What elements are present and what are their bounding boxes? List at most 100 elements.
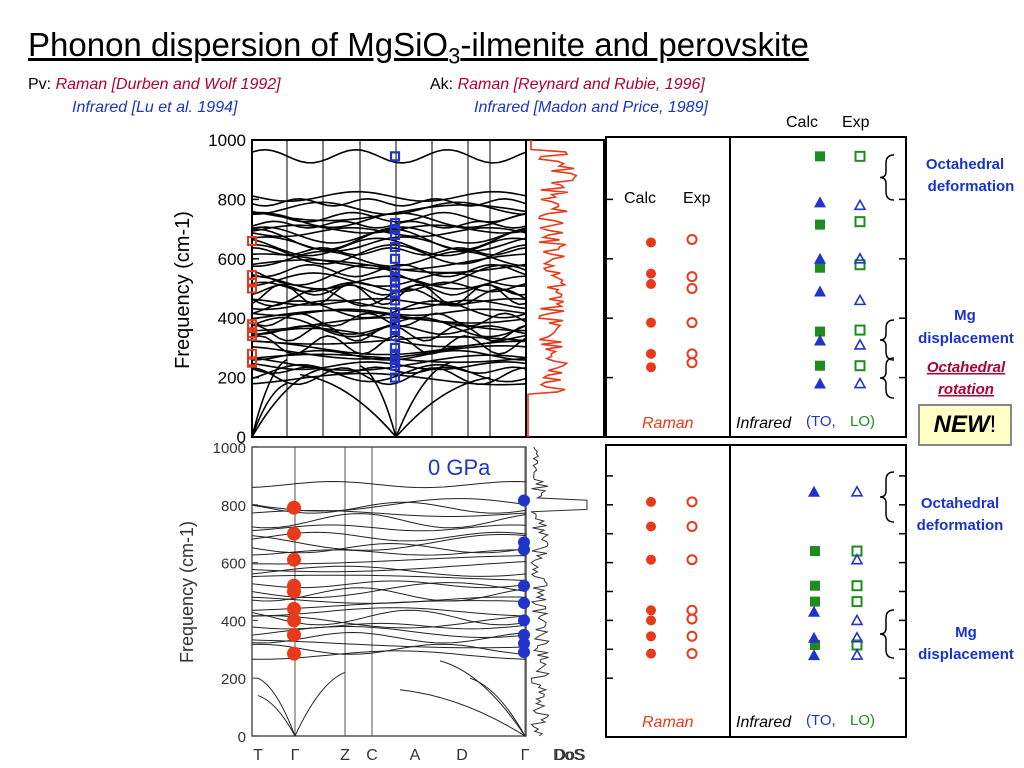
bottom-acoustic-band [439, 660, 526, 737]
top-ir-calc-lo-point [815, 326, 825, 337]
top-ir-marker [389, 295, 401, 306]
bottom-ir-marker [518, 597, 530, 610]
top-raman-panel [605, 136, 731, 438]
infrared-label-bottom: Infrared [736, 714, 792, 731]
top-y-tick-label: 1000 [208, 131, 246, 150]
bottom-acoustic-band [294, 671, 346, 737]
oct-rot-label-1: Octahedral [927, 359, 1006, 376]
bottom-ir-panel [729, 444, 907, 738]
oct-def-label-bottom-2: deformation [917, 517, 1004, 534]
top-raman-marker [247, 277, 257, 288]
top-phonon-band [251, 237, 527, 257]
bottom-ir-calc-lo-point [810, 639, 820, 650]
bottom-phonon-band [251, 622, 527, 630]
bottom-raman-calc-point [646, 615, 656, 626]
lo-label-bottom: LO) [850, 712, 875, 729]
top-acoustic-band [395, 361, 451, 438]
bottom-phonon-band [251, 549, 527, 556]
top-ir-calc-lo-point [815, 360, 825, 371]
top-raman-exp-point [686, 357, 698, 369]
top-ir-exp-lo-point [854, 216, 866, 228]
raman-label-bottom: Raman [642, 714, 694, 731]
page-title: Phonon dispersion of MgSiO3-ilmenite and… [28, 26, 809, 69]
bottom-x-tick-label: Z [340, 747, 350, 764]
top-phonon-band [251, 312, 527, 327]
top-ir-marker [389, 342, 401, 353]
top-y-tick-label: 400 [218, 309, 246, 328]
dos-label: DoS [553, 747, 584, 764]
top-ir-marker [389, 289, 401, 300]
brace-oct-rot [879, 357, 895, 399]
top-ir-exp-to-point [853, 293, 867, 306]
bottom-raman-calc-point [646, 496, 656, 507]
bottom-raman-calc-point [646, 605, 656, 616]
bottom-raman-marker [287, 601, 301, 616]
top-ir-marker [389, 324, 401, 336]
top-phonon-band [251, 283, 527, 306]
top-phonon-band [251, 190, 527, 203]
bottom-ir-calc-to-point [808, 649, 820, 661]
bottom-y-tick-label: 800 [221, 498, 246, 515]
top-phonon-band [251, 336, 527, 345]
bottom-x-tick-label: D [456, 747, 468, 764]
bottom-raman-exp-point [686, 648, 698, 660]
top-ir-calc-to-point [814, 285, 826, 297]
bottom-ir-marker [518, 614, 530, 627]
top-ir-marker [389, 319, 401, 330]
top-acoustic-band [299, 373, 397, 438]
bottom-raman-exp-point [686, 496, 698, 508]
bottom-raman-exp-point [686, 520, 698, 532]
top-phonon-band [251, 325, 527, 336]
top-ir-calc-lo-point [815, 219, 825, 230]
bottom-acoustic-band [469, 677, 526, 737]
top-phonon-band [251, 263, 527, 278]
ak-ir-ref: Infrared [Madon and Price, 1989] [474, 99, 708, 116]
bottom-x-tick-label: Γ [521, 747, 530, 764]
infrared-label-top: Infrared [736, 415, 792, 432]
bottom-acoustic-band [399, 689, 526, 737]
bottom-ir-exp-lo-point [851, 596, 863, 608]
top-ir-marker [389, 218, 401, 229]
bottom-y-axis-label: Frequency (cm-1) [177, 521, 197, 663]
bottom-ir-marker [518, 628, 530, 641]
top-raman-exp-point [686, 317, 698, 329]
top-raman-exp-point [686, 271, 698, 283]
top-acoustic-band [395, 376, 491, 438]
top-acoustic-band [251, 359, 288, 438]
to-label-top: (TO, [806, 413, 836, 430]
top-ir-exp-to-point [853, 198, 867, 211]
top-phonon-band [251, 324, 527, 342]
pressure-label: 0 GPa [428, 455, 491, 480]
top-raman-calc-point [646, 279, 656, 290]
top-raman-calc-point [646, 362, 656, 373]
top-ir-marker [389, 307, 401, 318]
oct-def-label-bottom-1: Octahedral [921, 495, 999, 512]
top-phonon-band [251, 226, 527, 244]
top-ir-marker [389, 277, 401, 288]
bottom-ir-calc-to-point [808, 605, 820, 617]
top-y-tick-label: 200 [218, 369, 246, 388]
top-phonon-band [251, 246, 527, 256]
bottom-ir-marker [518, 646, 530, 659]
ak-raman-ref: Ak: Raman [Reynard and Rubie, 1996] [430, 76, 705, 93]
top-phonon-band [251, 363, 527, 383]
top-ir-marker [389, 360, 401, 371]
bottom-ir-marker [518, 637, 530, 650]
top-ir-marker [389, 241, 401, 253]
bottom-ir-exp-lo-point [851, 580, 863, 592]
top-dos-curve [527, 140, 578, 437]
bottom-x-tick-label: DoS [554, 747, 585, 764]
bottom-y-tick-label: 1000 [213, 440, 246, 457]
bottom-ir-marker [518, 543, 530, 556]
mg-disp-label-bottom-1: Mg [955, 624, 977, 641]
top-phonon-band [251, 288, 527, 307]
top-ir-exp-to-point [853, 376, 867, 389]
top-phonon-band [251, 236, 527, 252]
bottom-phonon-band [251, 480, 527, 489]
lo-label-top: LO) [850, 413, 875, 430]
bottom-phonon-band [251, 565, 527, 577]
top-ir-marker [389, 313, 401, 324]
bottom-ir-calc-to-point [808, 485, 820, 497]
mg-disp-label-top-2: displacement [918, 330, 1014, 347]
